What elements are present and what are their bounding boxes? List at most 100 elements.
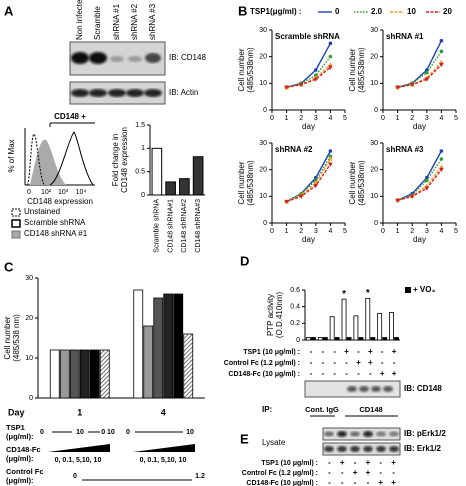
condition-sign: - xyxy=(328,458,331,467)
bar xyxy=(133,289,144,399)
x-tick-label: 1 xyxy=(396,228,400,235)
condition-sign: - xyxy=(357,369,360,378)
condition-value: 0 xyxy=(73,473,77,480)
condition-sign: - xyxy=(321,347,324,356)
chart-title: shRNA #3 xyxy=(386,145,424,154)
point xyxy=(439,59,444,64)
bar xyxy=(153,297,164,399)
y-axis-label: (485/538nm) xyxy=(246,47,255,93)
series-line xyxy=(397,50,442,89)
condition-sign: - xyxy=(381,358,384,367)
x-tick-label: 3 xyxy=(314,228,318,235)
point xyxy=(425,175,429,180)
row-title: Day xyxy=(8,407,25,417)
y-tick-label: 20 xyxy=(370,167,378,174)
bar xyxy=(382,337,388,341)
bar xyxy=(322,337,328,341)
point xyxy=(314,68,318,72)
x-tick-label: 2 xyxy=(299,115,303,122)
point xyxy=(328,54,333,59)
panel-label: B xyxy=(238,3,247,18)
bar xyxy=(151,147,163,196)
series-line xyxy=(286,163,331,203)
blot-label: IB: Actin xyxy=(169,88,198,97)
x-axis-label: day xyxy=(413,235,426,244)
series-line xyxy=(397,64,442,89)
bar xyxy=(79,349,90,399)
y-tick-label: 10 xyxy=(25,355,33,362)
bar xyxy=(334,337,340,341)
x-tick-label: CD148 shRNA#3 xyxy=(195,199,202,253)
condition-sign: + xyxy=(340,458,345,467)
condition-sign: - xyxy=(354,478,357,486)
series-line xyxy=(286,158,331,203)
bar xyxy=(394,337,400,341)
condition-label: CD148-Fc (10 μg/ml) : xyxy=(228,371,300,378)
condition-label: Control Fc (1.2 μg/ml) : xyxy=(242,470,318,477)
y-tick-label: 0 xyxy=(29,395,33,402)
point xyxy=(298,82,304,88)
legend-label: CD148 shRNA #1 xyxy=(24,229,88,238)
chart-title: Scramble shRNA xyxy=(275,32,340,41)
condition-sign: - xyxy=(310,369,313,378)
y-tick-label: 0 xyxy=(263,220,267,227)
y-tick-label: 20 xyxy=(259,54,267,61)
x-tick-label: 1 xyxy=(396,115,400,122)
point xyxy=(313,77,319,82)
point xyxy=(314,175,318,180)
y-tick-label: 0 xyxy=(263,107,267,114)
bar xyxy=(179,178,190,196)
point xyxy=(328,62,333,67)
y-axis-label: Cell number xyxy=(348,48,357,91)
x-tick-label: 2 xyxy=(410,228,414,235)
y-tick-label: 0.4 xyxy=(290,304,300,311)
y-tick-label: 0.6 xyxy=(290,287,300,294)
condition-sign: - xyxy=(333,369,336,378)
x-tick-label: 0 xyxy=(381,228,385,235)
x-tick-label: CD148 shRNA#1 xyxy=(167,199,174,253)
y-axis-label: Cell number xyxy=(237,48,246,91)
series-line xyxy=(397,158,442,201)
condition-sign: + xyxy=(392,347,397,356)
x-tick-label: 5 xyxy=(343,115,347,122)
condition-sign: + xyxy=(368,358,373,367)
condition-sign: - xyxy=(328,468,331,477)
condition-sign: + xyxy=(380,369,385,378)
x-tick-label: 3 xyxy=(425,228,429,235)
condition-sign: + xyxy=(353,468,358,477)
condition-sign: + xyxy=(344,347,349,356)
condition-value: 0 xyxy=(40,429,44,436)
bar xyxy=(69,349,80,399)
x-tick-label: 4 xyxy=(161,407,166,417)
condition-value: 1.2 xyxy=(195,473,205,480)
legend-title: TSP1(μg/ml) : xyxy=(250,7,302,16)
y-axis-label: Cell number xyxy=(237,161,246,204)
condition-label: (μg/ml): xyxy=(6,476,34,485)
x-tick-label: 1 xyxy=(285,228,289,235)
bar xyxy=(358,337,364,341)
bar xyxy=(370,337,376,341)
condition-sign: + xyxy=(378,478,383,486)
bar xyxy=(163,293,174,399)
x-tick-label: 2 xyxy=(299,228,303,235)
x-tick-label: 4 xyxy=(328,115,332,122)
condition-sign: - xyxy=(341,468,344,477)
y-axis-label: % of Max xyxy=(7,139,16,172)
x-axis-label: CD148 expression xyxy=(27,197,93,206)
legend-swatch xyxy=(405,287,411,293)
bar xyxy=(329,316,335,341)
series-line xyxy=(286,150,332,203)
bar xyxy=(311,337,316,341)
sample-label: Lysate xyxy=(262,438,286,447)
condition-label: Control Fc xyxy=(6,467,44,476)
bar xyxy=(377,312,383,341)
y-tick-label: 10 xyxy=(370,80,378,87)
condition-sign: + xyxy=(391,458,396,467)
y-tick-label: 1 xyxy=(141,145,145,152)
bar xyxy=(305,337,311,341)
series-line xyxy=(397,150,443,201)
condition-sign: - xyxy=(357,347,360,356)
bar xyxy=(183,333,194,399)
y-axis-label: PTP activity xyxy=(266,294,275,336)
